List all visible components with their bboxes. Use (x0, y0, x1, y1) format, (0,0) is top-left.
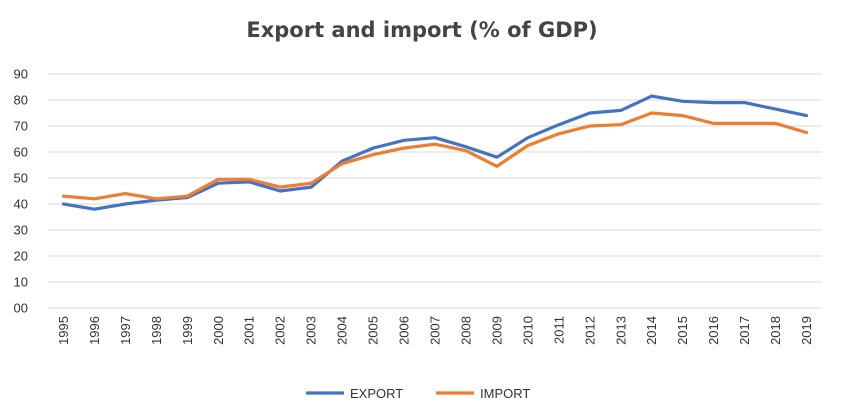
x-tick-label: 2019 (799, 316, 814, 345)
legend-label-import: IMPORT (480, 386, 530, 401)
x-tick-label: 2013 (613, 316, 628, 345)
y-tick-label: 80 (14, 93, 28, 108)
x-tick-label: 2007 (428, 316, 443, 345)
x-tick-label: 2011 (551, 316, 566, 344)
x-tick-label: 1996 (87, 316, 102, 345)
series-lines (61, 94, 809, 211)
y-tick-label: 10 (14, 275, 28, 290)
x-tick-label: 2017 (737, 316, 752, 345)
chart-title: Export and import (% of GDP) (246, 18, 598, 42)
y-tick-label: 90 (14, 67, 28, 82)
x-tick-label: 2001 (242, 316, 257, 345)
y-tick-label: 20 (14, 249, 28, 264)
x-tick-label: 1998 (149, 316, 164, 345)
y-tick-label: 50 (14, 171, 28, 186)
x-tick-label: 2014 (644, 316, 659, 345)
x-tick-label: 2008 (458, 316, 473, 345)
x-tick-label: 2003 (304, 316, 319, 345)
x-tick-label: 1997 (118, 316, 133, 345)
legend-label-export: EXPORT (350, 386, 403, 401)
x-tick-label: 2018 (768, 316, 783, 345)
x-tick-label: 2000 (211, 316, 226, 345)
y-axis-ticks: 00 10 20 30 40 50 60 70 80 90 (14, 67, 28, 316)
gridlines (48, 73, 822, 309)
x-tick-label: 2004 (335, 316, 350, 345)
x-tick-label: 2010 (520, 316, 535, 345)
x-tick-label: 2005 (366, 316, 381, 345)
legend: EXPORT IMPORT (306, 386, 530, 401)
x-tick-label: 2009 (489, 316, 504, 345)
series-line-import (61, 111, 809, 201)
x-axis-ticks: 1995 1996 1997 1998 1999 2000 2001 2002 2003 2004… (56, 316, 814, 345)
x-tick-label: 2016 (706, 316, 721, 345)
y-tick-label: 40 (14, 197, 28, 212)
y-tick-label: 00 (14, 301, 28, 316)
x-tick-label: 1999 (180, 316, 195, 345)
x-tick-label: 2012 (582, 316, 597, 345)
x-tick-label: 2015 (675, 316, 690, 345)
series-line-export (61, 94, 809, 211)
y-tick-label: 70 (14, 119, 28, 134)
y-tick-label: 60 (14, 145, 28, 160)
y-tick-label: 30 (14, 223, 28, 238)
x-tick-label: 2002 (273, 316, 288, 345)
x-tick-label: 1995 (56, 316, 71, 345)
x-tick-label: 2006 (397, 316, 412, 345)
